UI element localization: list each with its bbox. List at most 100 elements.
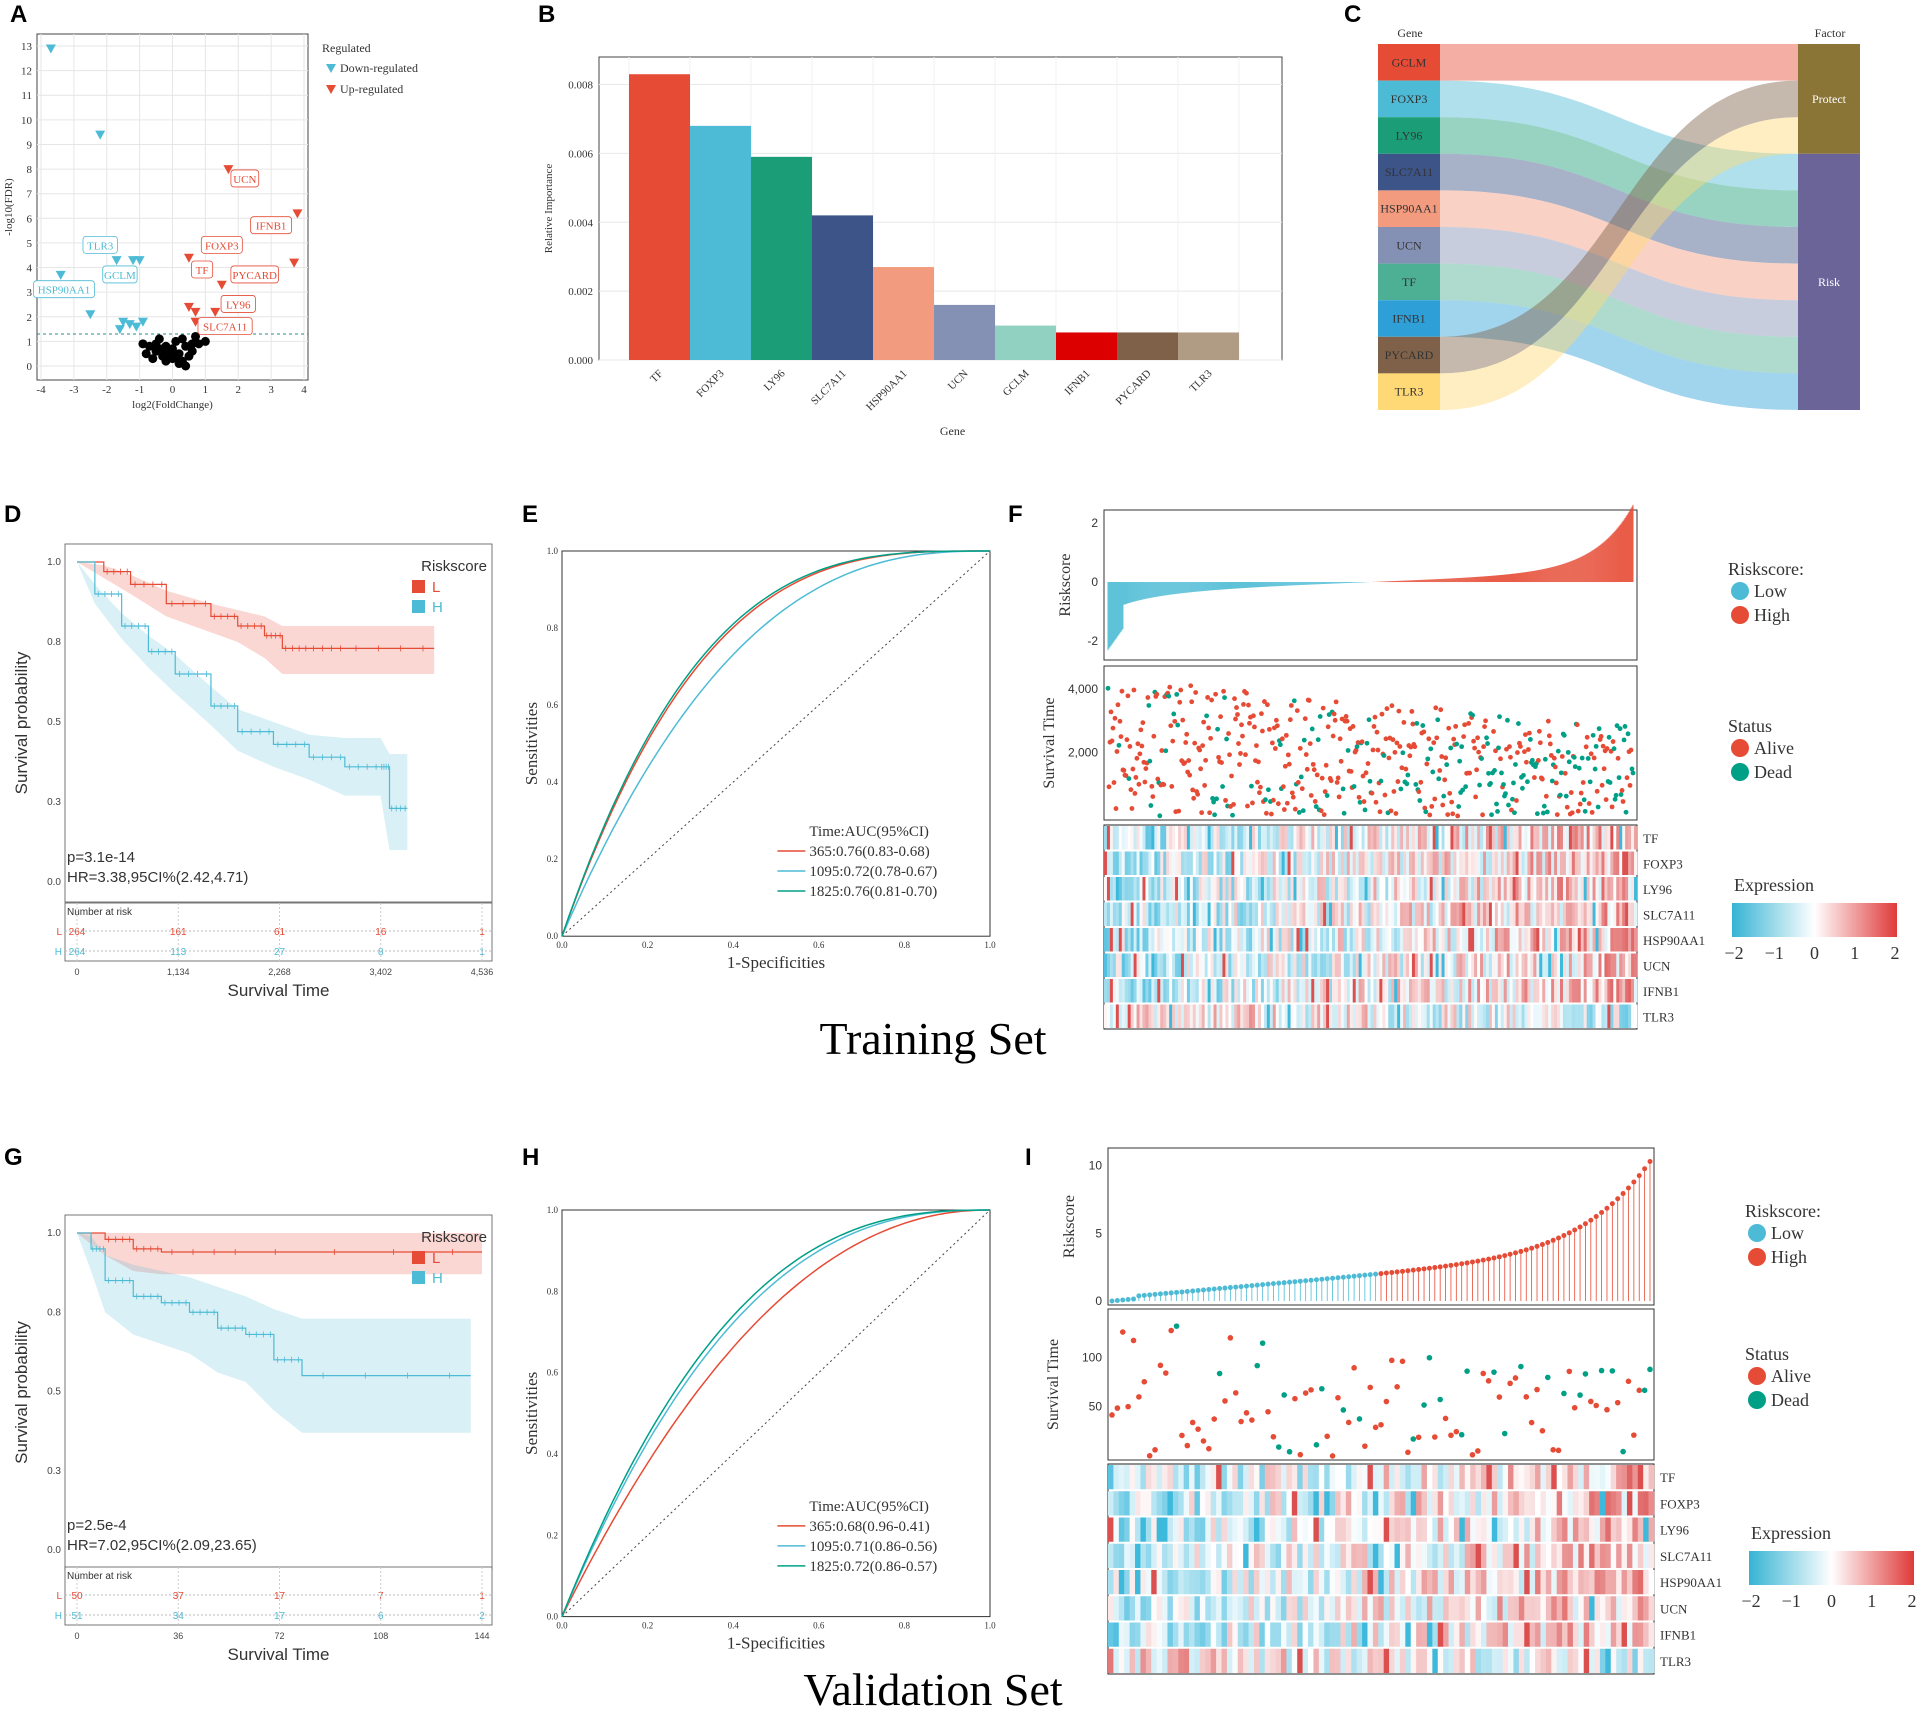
- alive-point: [1258, 784, 1263, 790]
- alive-point: [1394, 1384, 1400, 1390]
- gene-node-ifnb1: [1378, 300, 1440, 337]
- heatmap-cell: [1367, 1648, 1374, 1673]
- heatmap-cell: [1429, 902, 1433, 926]
- heatmap-cell: [1169, 953, 1173, 977]
- heatmap-cell: [1462, 1004, 1466, 1028]
- x-tick-label: GCLM: [1001, 367, 1032, 398]
- heatmap-cell: [1269, 928, 1274, 952]
- heatmap-cell: [1592, 928, 1596, 952]
- alive-point: [1139, 743, 1145, 749]
- heatmap-cell: [1459, 1465, 1466, 1490]
- heatmap-cell: [1311, 953, 1315, 977]
- heatmap-cell: [1486, 1570, 1493, 1595]
- heatmap-cell: [1124, 1543, 1130, 1568]
- heatmap-cell: [1403, 953, 1407, 977]
- heatmap-cell: [1568, 1004, 1573, 1028]
- heatmap-cell: [1438, 953, 1442, 977]
- heatmap-cell: [1497, 979, 1502, 1003]
- heatmap-cell: [1453, 1596, 1460, 1621]
- alive-point: [1485, 1378, 1492, 1384]
- gene-label-box: [191, 260, 214, 279]
- alive-point: [1545, 718, 1551, 724]
- heatmap-cell: [1109, 1004, 1114, 1028]
- heatmap-cell: [1403, 1004, 1407, 1028]
- heatmap-cell: [1169, 826, 1173, 850]
- y-tick-label: 0.4: [547, 777, 559, 787]
- heatmap-cell: [1391, 979, 1395, 1003]
- heatmap-cell: [1252, 928, 1256, 952]
- heatmap-cell: [1605, 1465, 1612, 1490]
- heatmap-cell: [1545, 1465, 1552, 1490]
- heatmap-cell: [1426, 826, 1431, 850]
- heatmap-cell: [1234, 1004, 1238, 1028]
- alive-point: [1491, 729, 1496, 734]
- heatmap-cell: [1324, 1465, 1330, 1490]
- alive-point: [1328, 778, 1334, 784]
- heatmap-cell: [1372, 1648, 1379, 1673]
- heatmap-cell: [1296, 953, 1300, 977]
- heatmap-cell: [1376, 979, 1380, 1003]
- heatmap-cell: [1270, 1543, 1276, 1568]
- alive-point: [1206, 1445, 1212, 1452]
- heatmap-cell: [1465, 877, 1469, 901]
- panel-label-h: H: [522, 1144, 539, 1171]
- heatmap-cell: [1527, 979, 1531, 1003]
- heatmap-cell: [1610, 851, 1614, 875]
- heatmap-cell: [1578, 1596, 1585, 1621]
- survival-axis-label: Survival Time: [1041, 697, 1058, 788]
- alive-point: [1440, 802, 1446, 808]
- heatmap-cell: [1109, 877, 1114, 901]
- heatmap-cell: [1583, 1648, 1590, 1673]
- flow-ly96: [1440, 117, 1798, 227]
- heatmap-cell: [1527, 877, 1531, 901]
- heatmap-cell: [1631, 953, 1635, 977]
- alive-point: [1514, 798, 1519, 803]
- alive-point: [1382, 792, 1388, 798]
- heatmap-cell: [1272, 928, 1277, 952]
- heatmap-cell: [1497, 1517, 1503, 1542]
- heatmap-cell: [1385, 902, 1389, 926]
- heatmap-cell: [1216, 851, 1220, 875]
- alive-point: [1407, 753, 1413, 759]
- roc-curve-3: [561, 1209, 990, 1617]
- heatmap-cell: [1477, 1004, 1481, 1028]
- heatmap-cell: [1441, 1004, 1445, 1028]
- riskscore-point: [1620, 1191, 1626, 1197]
- heatmap-cell: [1326, 953, 1330, 977]
- heatmap-cell: [1508, 1517, 1514, 1542]
- heatmap-cell: [1204, 877, 1208, 901]
- riskscore-point: [1513, 1250, 1518, 1256]
- y-tick-label: 10: [1089, 1159, 1103, 1173]
- heatmap-cell: [1468, 902, 1472, 926]
- alive-point: [1337, 736, 1343, 742]
- heatmap-cell: [1129, 1596, 1136, 1621]
- alive-point: [1412, 744, 1418, 750]
- alive-point: [1167, 684, 1173, 690]
- dead-point: [1459, 744, 1465, 750]
- heatmap-cell: [1299, 902, 1303, 926]
- heatmap-cell: [1297, 1648, 1303, 1673]
- heatmap-cell: [1124, 1648, 1130, 1673]
- heatmap-cell: [1572, 1491, 1579, 1516]
- alive-point: [1539, 776, 1545, 782]
- heatmap-cell: [1297, 1491, 1303, 1516]
- heatmap-cell: [1296, 851, 1300, 875]
- heatmap-cell: [1334, 1004, 1339, 1028]
- heatmap-cell: [1249, 877, 1253, 901]
- heatmap-cell: [1426, 1004, 1431, 1028]
- heatmap-cell: [1275, 826, 1280, 850]
- heatmap-cell: [1426, 902, 1431, 926]
- alive-point: [1351, 1365, 1357, 1371]
- heatmap-cell: [1423, 902, 1428, 926]
- heatmap-cell: [1207, 928, 1211, 952]
- heatmap-cell: [1610, 928, 1614, 952]
- heatmap-cell: [1560, 928, 1564, 952]
- heatmap-cell: [1275, 1491, 1282, 1516]
- alive-point: [1493, 748, 1498, 754]
- heatmap-cell: [1548, 1004, 1552, 1028]
- heatmap-cell: [1448, 1570, 1455, 1595]
- heatmap-cell: [1213, 851, 1217, 875]
- panel-label-d: D: [4, 501, 21, 528]
- heatmap-cell: [1372, 1465, 1379, 1490]
- heatmap-cell: [1297, 1543, 1303, 1568]
